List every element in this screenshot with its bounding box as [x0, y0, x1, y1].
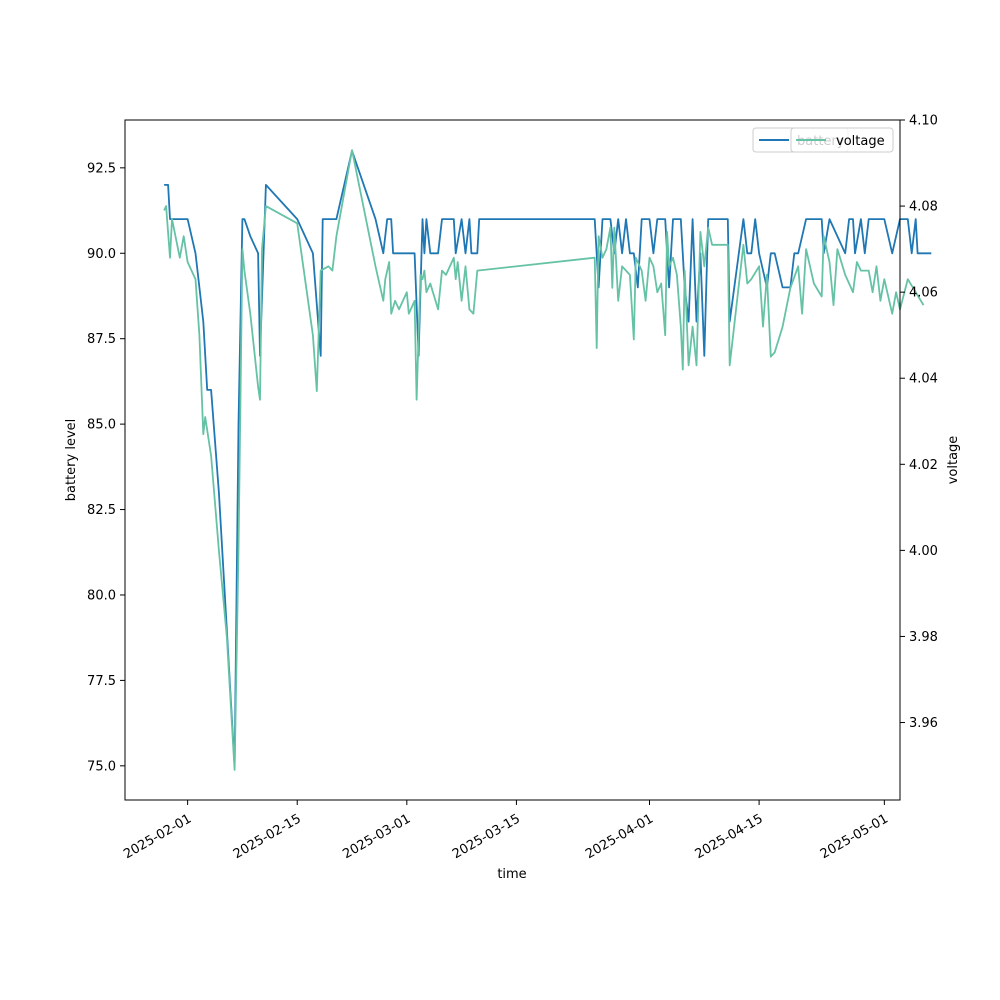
- y-left-tick-label: 77.5: [87, 674, 116, 689]
- y-left-tick-label: 90.0: [87, 247, 116, 262]
- y-right-tick-label: 3.96: [909, 716, 938, 731]
- legend-voltage: voltage: [790, 127, 894, 153]
- y-right-tick-label: 4.02: [909, 458, 938, 473]
- y-right-axis-title: voltage: [946, 436, 961, 485]
- y-left-tick-label: 92.5: [87, 161, 116, 176]
- y-right-tick-label: 4.10: [909, 114, 938, 129]
- y-right-tick-label: 4.04: [909, 372, 938, 387]
- legend-voltage-label: voltage: [836, 134, 885, 149]
- series-line-voltage: [163, 149, 925, 771]
- y-left-tick-label: 82.5: [87, 503, 116, 518]
- y-left-axis-title: battery level: [64, 419, 79, 502]
- plot-frame: [124, 119, 901, 801]
- plot-background: [125, 120, 900, 800]
- plot-area: [125, 120, 900, 800]
- y-left-tick-label: 87.5: [87, 332, 116, 347]
- y-left-tick-label: 80.0: [87, 588, 116, 603]
- y-right-tick-label: 4.00: [909, 544, 938, 559]
- y-left-tick-label: 75.0: [87, 759, 116, 774]
- x-axis-title: time: [497, 867, 526, 882]
- y-left-tick-label: 85.0: [87, 418, 116, 433]
- series-layer: [163, 149, 932, 771]
- y-right-tick-label: 3.98: [909, 630, 938, 645]
- y-right-tick-label: 4.06: [909, 286, 938, 301]
- y-right-tick-label: 4.08: [909, 200, 938, 215]
- legend-voltage-frame: [790, 127, 894, 153]
